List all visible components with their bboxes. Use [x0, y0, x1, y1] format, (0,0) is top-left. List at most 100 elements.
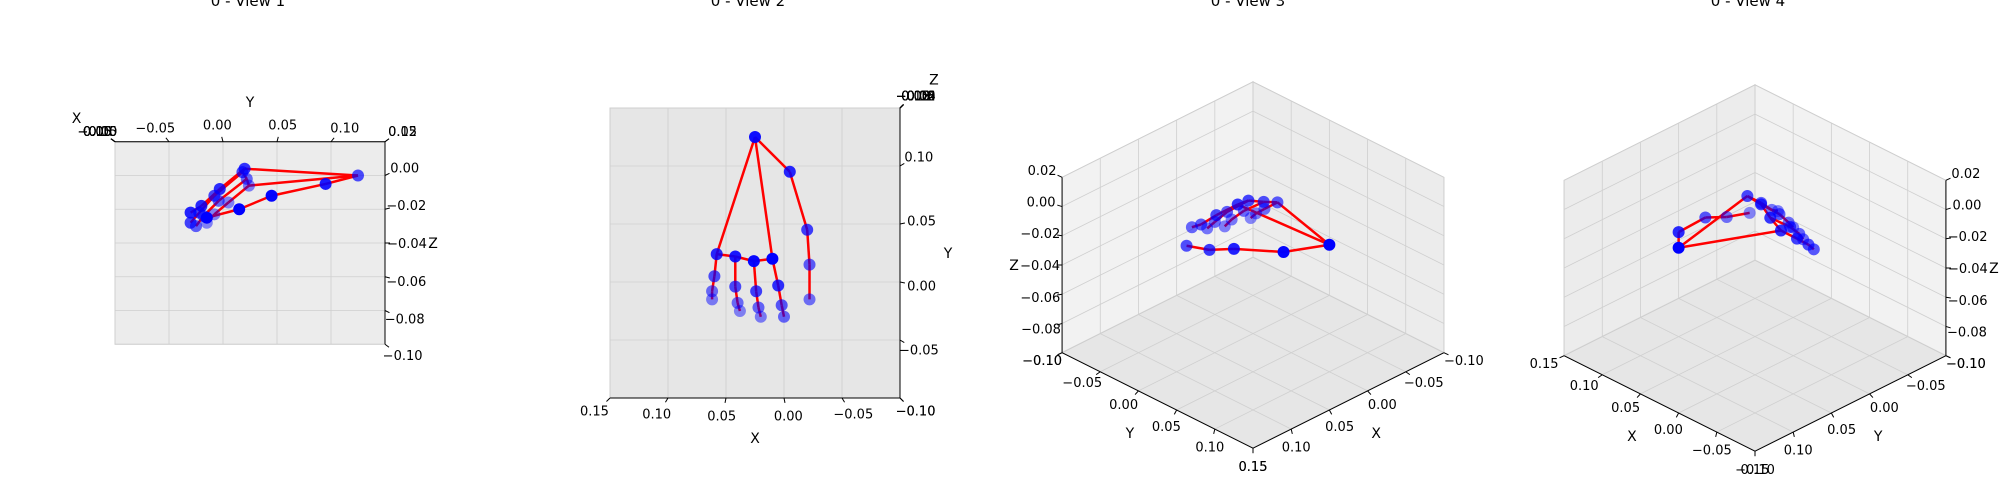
- landmark-point: [1257, 195, 1270, 208]
- x-tick-label: −0.10: [1444, 354, 1484, 369]
- landmark-point: [801, 223, 814, 236]
- landmark-point: [1221, 205, 1234, 218]
- landmark-point: [749, 131, 761, 143]
- z-tick-label: −0.06: [1948, 294, 1988, 309]
- z-tick-mark: [384, 172, 390, 176]
- subplot-title: 0 - View 4: [1711, 0, 1785, 10]
- y-tick-label: −0.05: [1906, 379, 1946, 394]
- x-tick-label: 0.00: [774, 410, 803, 425]
- y-tick-label: −0.10: [896, 405, 936, 420]
- x-tick-label: −0.05: [1404, 376, 1444, 391]
- skeleton-connection: [227, 184, 250, 204]
- landmark-point: [265, 189, 278, 202]
- axes3d-view-4: −0.10−0.050.000.050.100.15X−0.10−0.050.0…: [1530, 84, 1999, 478]
- grid-line: [1252, 256, 1445, 354]
- grid-line: [1563, 142, 1756, 240]
- z-tick-label: 0.00: [390, 161, 419, 176]
- skeleton-connection: [754, 136, 791, 173]
- z-tick-label: −0.04: [387, 237, 427, 252]
- grid-line: [1061, 139, 1254, 237]
- subplot-title: 0 - View 3: [1211, 0, 1285, 10]
- z-tick-label: −0.10: [383, 349, 423, 364]
- grid-line: [1754, 172, 1947, 269]
- y-axis-label: Y: [943, 246, 953, 262]
- x-tick-mark: [1328, 409, 1333, 415]
- landmark-point: [1791, 232, 1804, 245]
- y-tick-label: −0.10: [77, 125, 117, 140]
- y-tick-label: 0.10: [1195, 441, 1224, 456]
- landmark-point: [754, 310, 767, 323]
- grid-line: [1716, 278, 1908, 376]
- z-tick-label: −0.02: [386, 199, 426, 214]
- y-tick-mark: [899, 339, 905, 344]
- grid-line: [1061, 169, 1254, 266]
- x-tick-label: 0.00: [83, 125, 112, 140]
- grid-line: [1754, 259, 1947, 357]
- z-tick-label: −0.08: [1021, 323, 1061, 338]
- z-tick-label: −0.04: [1020, 259, 1060, 274]
- grid-line: [1754, 113, 1947, 210]
- landmark-point: [1699, 211, 1712, 224]
- y-tick-mark: [899, 162, 905, 167]
- x-tick-label: −0.10: [896, 405, 936, 420]
- z-tick-mark: [1057, 174, 1063, 178]
- landmark-point: [1743, 206, 1756, 219]
- landmark-point: [1185, 221, 1198, 234]
- z-tick-mark: [899, 104, 904, 109]
- skeleton-connection: [788, 171, 809, 231]
- x-tick-label: 0.10: [83, 125, 112, 140]
- skeleton-connection: [244, 167, 359, 177]
- landmark-point: [1231, 198, 1244, 211]
- z-axis-label: Z: [428, 236, 438, 252]
- x-tick-mark: [1675, 412, 1680, 418]
- landmark-point: [200, 211, 213, 224]
- x-tick-mark: [1715, 431, 1718, 438]
- grid-line: [1214, 333, 1406, 430]
- z-tick-label: 0.02: [1028, 164, 1057, 179]
- y-tick-label: −0.05: [899, 343, 939, 358]
- z-tick-label: −0.02: [896, 89, 936, 104]
- grid-line: [1640, 317, 1832, 414]
- y-tick-mark: [276, 136, 279, 142]
- landmark-point: [729, 280, 742, 293]
- landmark-point: [1720, 211, 1733, 224]
- x-tick-label: 0.15: [1239, 460, 1268, 475]
- landmark-point: [775, 299, 788, 312]
- grid-line: [1640, 298, 1832, 395]
- x-axis-line: [1252, 352, 1445, 449]
- grid-line: [1678, 298, 1870, 395]
- y-tick-mark: [899, 222, 906, 225]
- landmark-point: [238, 162, 251, 175]
- grid-line: [1214, 275, 1406, 373]
- z-tick-label: 0.00: [901, 89, 930, 104]
- x-tick-label: −0.10: [1735, 463, 1775, 478]
- y-axis-label: Y: [1125, 426, 1135, 442]
- y-tick-mark: [899, 281, 906, 284]
- y-tick-label: 0.15: [1741, 463, 1770, 478]
- landmark-point: [803, 258, 816, 271]
- landmark-point: [1755, 198, 1768, 211]
- grid-line: [1252, 110, 1445, 207]
- z-tick-mark: [1945, 296, 1951, 299]
- grid-line: [1252, 169, 1445, 266]
- x-tick-mark: [1559, 355, 1565, 359]
- y-tick-label: 0.05: [1827, 423, 1856, 438]
- x-tick-mark: [1636, 393, 1641, 398]
- x-tick-mark: [841, 397, 846, 403]
- y-tick-mark: [899, 397, 904, 402]
- grid-line: [1100, 275, 1292, 373]
- x-tick-label: 0.10: [642, 407, 671, 422]
- landmark-point: [1277, 246, 1290, 259]
- grid-line: [1563, 172, 1756, 269]
- landmark-point: [319, 177, 332, 190]
- z-tick-label: −0.04: [1948, 262, 1988, 277]
- y-tick-mark: [1869, 393, 1874, 398]
- grid-line: [1061, 81, 1254, 178]
- subplot-view-3: 0 - View 3 −0.10−0.050.000.050.100.15X−0…: [1009, 0, 1484, 475]
- x-tick-label: 0.05: [1611, 401, 1640, 416]
- z-tick-label: −0.06: [386, 275, 426, 290]
- x-tick-label: 0.05: [1325, 420, 1354, 435]
- subplot-view-4: 0 - View 4 −0.10−0.050.000.050.100.15X−0…: [1530, 0, 1999, 478]
- z-tick-label: 0.02: [1951, 167, 1980, 182]
